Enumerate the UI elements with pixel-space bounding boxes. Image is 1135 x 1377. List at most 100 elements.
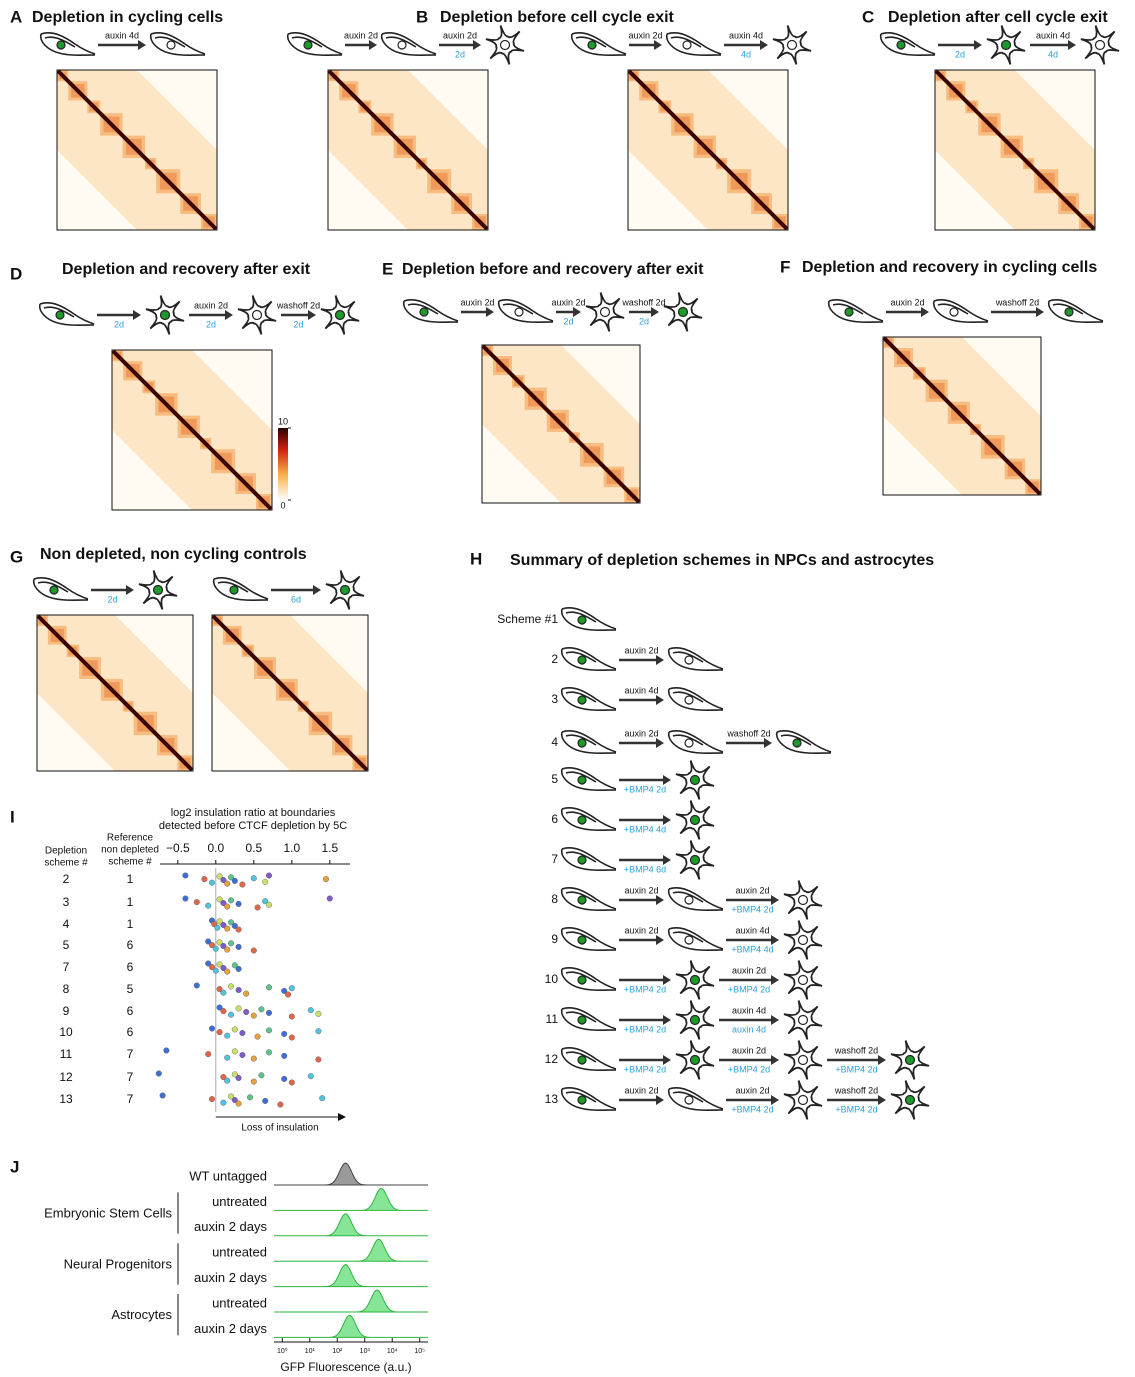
point [307, 1007, 314, 1014]
heatmap-frame [934, 69, 1096, 231]
nucleus [334, 309, 346, 321]
heatmap-frame [327, 69, 489, 231]
point [231, 922, 238, 929]
cell-astrocyte [237, 295, 277, 335]
cell-outline [560, 730, 617, 754]
scheme-label: 13 [545, 1092, 559, 1106]
nucleus [797, 1014, 809, 1026]
cell-astrocyte [675, 1040, 715, 1080]
point [250, 1012, 257, 1019]
nucleus [904, 1094, 916, 1106]
nucleus [251, 309, 263, 321]
scheme-number: 13 [59, 1092, 73, 1106]
point [266, 984, 273, 991]
cell-astrocyte [675, 1000, 715, 1040]
cell-astrocyte [783, 880, 823, 920]
point [307, 1073, 314, 1080]
cell-outline [38, 302, 95, 326]
point [220, 1099, 227, 1106]
panel-letter: H [470, 549, 482, 568]
cell-cycling [560, 967, 617, 991]
cell-cycling [560, 767, 617, 791]
panel-letter: D [10, 264, 22, 283]
arrow-label: +BMP4 2d [624, 984, 666, 994]
panel-title: Depletion after cell cycle exit [888, 9, 1108, 26]
arrow-head [771, 895, 779, 905]
arrow-label: +BMP4 2d [624, 784, 666, 794]
ridge [274, 1264, 428, 1288]
arrow-label: 2d [293, 319, 303, 329]
cell-outline [560, 1047, 617, 1071]
arrow-head [313, 585, 321, 595]
point [224, 946, 231, 953]
nucleus [792, 738, 802, 748]
ridge [274, 1162, 428, 1186]
x-tick-label: 10¹ [305, 1348, 316, 1355]
heatmap-diagonal [481, 344, 641, 504]
point [288, 1079, 295, 1086]
nucleus [797, 1054, 809, 1066]
nucleus [684, 655, 694, 665]
arrow-label: auxin 4d [729, 30, 763, 40]
arrow-label: auxin 2d [890, 297, 924, 307]
nucleus [587, 40, 597, 50]
arrow-head [663, 1055, 671, 1065]
cell-cycling [827, 299, 884, 323]
cell-outline [560, 967, 617, 991]
point [227, 1093, 234, 1100]
arrow-head [974, 40, 982, 50]
panel-letter: B [416, 7, 428, 26]
nucleus [229, 585, 239, 595]
point [208, 1025, 215, 1032]
point [258, 1006, 265, 1013]
point [266, 1027, 273, 1034]
nucleus [1094, 39, 1106, 51]
point [231, 1026, 238, 1033]
nucleus [577, 1095, 587, 1105]
x-tick-label: 1.0 [283, 841, 300, 855]
point [231, 1096, 238, 1103]
point [208, 1096, 215, 1103]
cell-cycling [775, 730, 832, 754]
arrow-label: 2d [455, 49, 465, 59]
nucleus [896, 40, 906, 50]
arrow-label: +BMP4 2d [624, 1024, 666, 1034]
cell-astrocyte [783, 1080, 823, 1120]
nucleus [49, 585, 59, 595]
point [193, 982, 200, 989]
panel-letter: G [10, 547, 23, 566]
nucleus [577, 815, 587, 825]
point [231, 877, 238, 884]
heatmap [481, 344, 641, 504]
x-tick-label: 10⁵ [414, 1348, 425, 1355]
point [231, 1071, 238, 1078]
point [214, 924, 221, 931]
cell-cycling [286, 32, 343, 56]
point [239, 1029, 246, 1036]
arrow-label: +BMP4 2d [728, 984, 770, 994]
point [208, 942, 215, 949]
nucleus [949, 307, 959, 317]
arrow-label: auxin 4d [1036, 30, 1070, 40]
scheme-label: Scheme #1 [497, 612, 558, 626]
point [227, 874, 234, 881]
nucleus [689, 854, 701, 866]
point [155, 1070, 162, 1077]
arrow-label: auxin 2d [460, 297, 494, 307]
point [201, 876, 208, 883]
cell-astrocyte [145, 295, 185, 335]
point [216, 1004, 223, 1011]
cell-cycling [667, 927, 724, 951]
arrow-head [133, 310, 141, 320]
reference-number: 7 [127, 1070, 134, 1084]
cell-outline [149, 32, 206, 56]
arrow-head [126, 585, 134, 595]
point [235, 1100, 242, 1107]
point [227, 919, 234, 926]
panel-letter: F [780, 257, 790, 276]
point [216, 986, 223, 993]
point [205, 1051, 212, 1058]
arrow-label: +BMP4 4d [731, 944, 773, 954]
column-header: scheme # [108, 857, 152, 868]
